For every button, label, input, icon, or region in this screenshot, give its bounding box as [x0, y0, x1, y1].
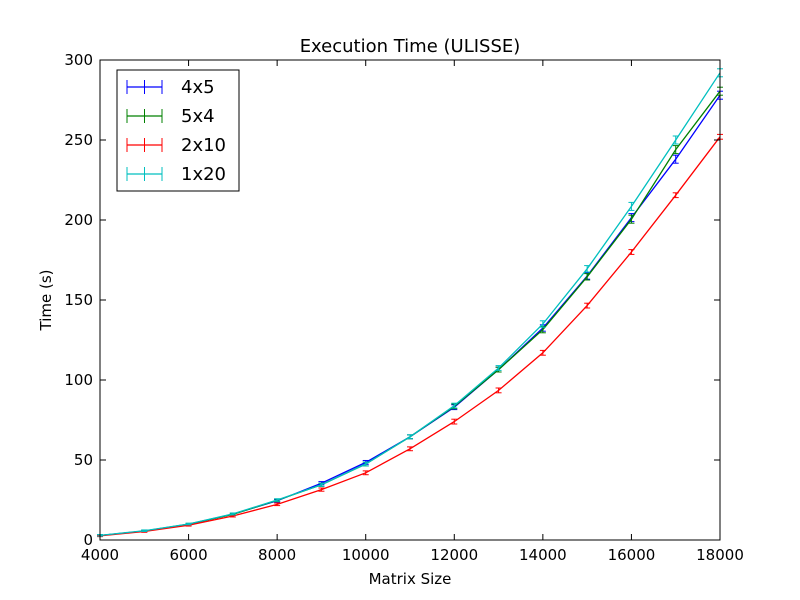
series-2x10 [97, 133, 723, 538]
error-bar [407, 434, 413, 440]
x-tick-label: 10000 [342, 546, 390, 564]
error-bar [274, 502, 281, 507]
legend: 4x5 5x4 2x10 1x20 [116, 69, 240, 192]
legend-item: 4x5 [126, 77, 215, 98]
legend-item: 2x10 [126, 135, 226, 156]
y-tick-label: 250 [64, 131, 93, 149]
error-bar [628, 214, 635, 224]
error-bar [672, 192, 679, 199]
x-tick-label: 6000 [169, 546, 207, 564]
error-bar [362, 461, 369, 467]
y-tick-label: 150 [64, 291, 93, 309]
legend-label: 1x20 [181, 164, 226, 185]
y-tick-label: 100 [64, 371, 93, 389]
legend-label: 2x10 [181, 135, 226, 156]
series-layer [97, 68, 723, 538]
x-tick-label: 4000 [81, 546, 119, 564]
x-tick-label: 18000 [696, 546, 744, 564]
ticks-layer: 4000 6000 8000 10000 12000 14000 16000 18000 0 50… [64, 51, 744, 564]
error-bar [584, 273, 591, 281]
error-bar [407, 446, 413, 452]
error-bar [672, 145, 679, 155]
plot-area: 4000 6000 8000 10000 12000 14000 16000 18000 0 50… [64, 51, 744, 564]
error-bar [539, 349, 546, 356]
error-bar [229, 512, 236, 516]
legend-item: 5x4 [126, 106, 215, 127]
error-bar [185, 522, 192, 526]
error-bar [628, 201, 635, 211]
x-tick-label: 14000 [519, 546, 567, 564]
chart-title: Execution Time (ULISSE) [300, 36, 521, 57]
x-tick-label: 8000 [258, 546, 296, 564]
error-bar [584, 265, 591, 273]
error-bar [318, 482, 325, 487]
error-bar [539, 320, 546, 328]
error-bar [628, 249, 635, 255]
error-bar [318, 487, 325, 492]
x-tick-label: 16000 [608, 546, 656, 564]
x-tick-label: 12000 [430, 546, 478, 564]
legend-item: 1x20 [126, 164, 226, 185]
error-bar [584, 302, 591, 309]
y-tick-label: 300 [64, 51, 93, 69]
error-bar [672, 154, 679, 164]
error-bar [141, 529, 148, 533]
error-bar [495, 365, 502, 371]
y-axis-label: Time (s) [37, 270, 55, 332]
error-bar [451, 402, 458, 409]
y-tick-label: 200 [64, 211, 93, 229]
error-bar [451, 418, 458, 425]
x-axis-label: Matrix Size [369, 570, 452, 588]
error-bar [362, 470, 369, 476]
error-bar [672, 135, 679, 145]
legend-label: 4x5 [181, 77, 215, 98]
y-tick-label: 50 [74, 451, 93, 469]
legend-label: 5x4 [181, 106, 215, 127]
error-bar [495, 387, 502, 394]
error-bar [274, 498, 281, 502]
legend-box [116, 69, 240, 192]
y-tick-label: 0 [83, 531, 93, 549]
